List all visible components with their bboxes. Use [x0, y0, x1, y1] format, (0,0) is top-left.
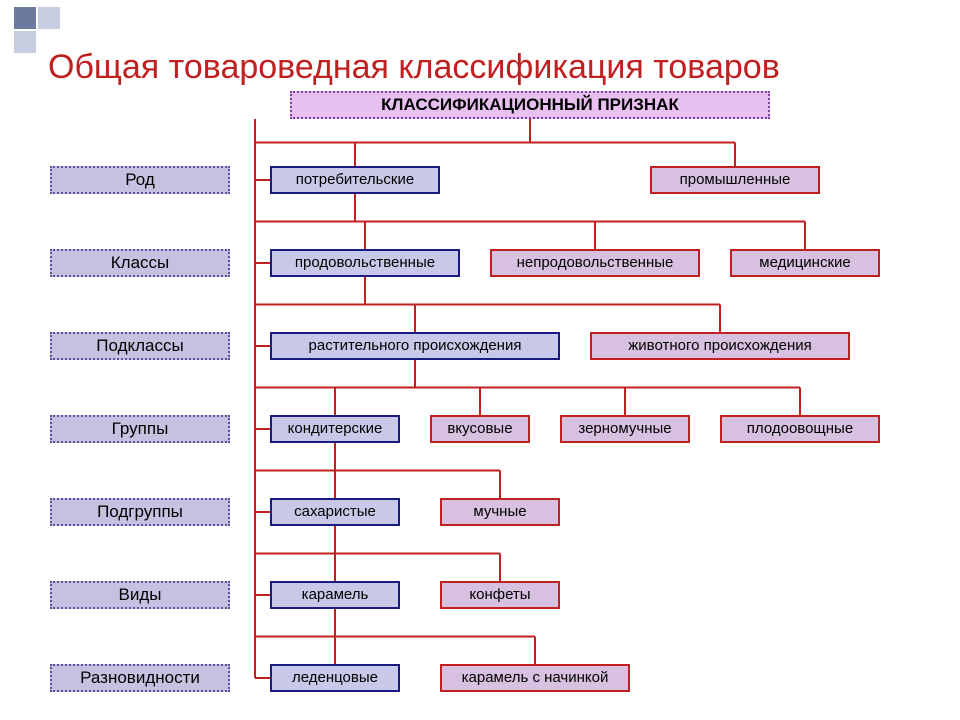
- node-animal: животного происхождения: [590, 332, 850, 360]
- node-food: продовольственные: [270, 249, 460, 277]
- node-industrial: промышленные: [650, 166, 820, 194]
- row-label-r6: Виды: [50, 581, 230, 609]
- row-label-r4: Группы: [50, 415, 230, 443]
- row-label-r3: Подклассы: [50, 332, 230, 360]
- node-nonfood: непродовольственные: [490, 249, 700, 277]
- row-label-r7: Разновидности: [50, 664, 230, 692]
- node-candies: конфеты: [440, 581, 560, 609]
- node-plant: растительного происхождения: [270, 332, 560, 360]
- classification-header: КЛАССИФИКАЦИОННЫЙ ПРИЗНАК: [290, 91, 770, 119]
- node-grain: зерномучные: [560, 415, 690, 443]
- diagram-title: Общая товароведная классификация товаров: [48, 48, 780, 87]
- row-label-r2: Классы: [50, 249, 230, 277]
- node-consumer: потребительские: [270, 166, 440, 194]
- node-flavor: вкусовые: [430, 415, 530, 443]
- node-filled: карамель с начинкой: [440, 664, 630, 692]
- node-flour: мучные: [440, 498, 560, 526]
- row-label-r1: Род: [50, 166, 230, 194]
- node-fruitveg: плодоовощные: [720, 415, 880, 443]
- node-medical: медицинские: [730, 249, 880, 277]
- node-drops: леденцовые: [270, 664, 400, 692]
- node-confect: кондитерские: [270, 415, 400, 443]
- node-sugar: сахаристые: [270, 498, 400, 526]
- node-caramel: карамель: [270, 581, 400, 609]
- row-label-r5: Подгруппы: [50, 498, 230, 526]
